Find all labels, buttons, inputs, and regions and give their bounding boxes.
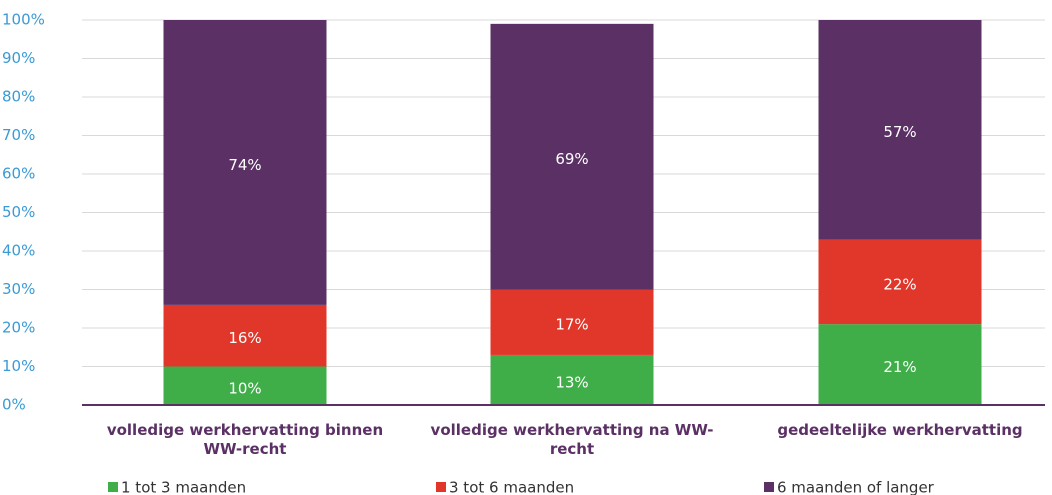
data-label: 57%: [883, 123, 916, 141]
bar-segment: [163, 304, 327, 367]
data-label: 13%: [555, 373, 588, 391]
bar-segment: [490, 289, 654, 355]
y-tick-label: 0%: [2, 396, 26, 414]
y-tick-label: 60%: [2, 165, 35, 183]
legend-label: 3 tot 6 maanden: [449, 479, 574, 495]
bar-segment: [818, 239, 982, 325]
bar-segment: [490, 23, 654, 290]
legend-swatch: [108, 482, 118, 492]
data-label: 22%: [883, 275, 916, 293]
x-tick-label: volledige werkhervatting binnen WW-recht: [106, 421, 384, 458]
bar-segment: [490, 354, 654, 405]
data-label: 74%: [228, 156, 261, 174]
bar-segment: [163, 20, 327, 305]
data-label: 10%: [228, 379, 261, 397]
y-tick-label: 50%: [2, 203, 35, 221]
data-label: 16%: [228, 329, 261, 347]
y-tick-label: 10%: [2, 357, 35, 375]
data-label: 21%: [883, 358, 916, 376]
bar-segment: [818, 20, 982, 240]
legend-swatch: [764, 482, 774, 492]
y-tick-label: 30%: [2, 280, 35, 298]
legend-swatch: [436, 482, 446, 492]
y-tick-label: 20%: [2, 319, 35, 337]
bar-segment: [163, 366, 327, 405]
data-label: 69%: [555, 150, 588, 168]
y-tick-label: 90%: [2, 49, 35, 67]
x-tick-label: volledige werkhervatting na WW-recht: [430, 421, 714, 458]
y-tick-label: 40%: [2, 242, 35, 260]
y-tick-label: 100%: [2, 11, 45, 29]
x-tick-label: gedeeltelijke werkhervatting: [777, 421, 1023, 439]
legend-label: 1 tot 3 maanden: [121, 479, 246, 495]
data-label: 17%: [555, 316, 588, 334]
y-tick-label: 70%: [2, 126, 35, 144]
y-tick-label: 80%: [2, 88, 35, 106]
bar-segment: [818, 324, 982, 405]
legend-label: 6 maanden of langer: [777, 479, 935, 495]
